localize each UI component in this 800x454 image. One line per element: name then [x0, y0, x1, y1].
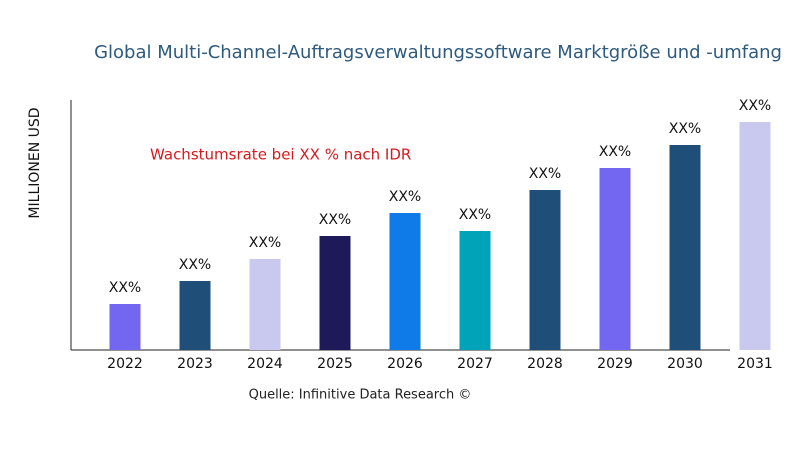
- bar: [249, 259, 281, 350]
- value-label: XX%: [739, 98, 771, 114]
- bar: [739, 122, 771, 350]
- x-tick-label: 2023: [177, 356, 213, 372]
- chart-title: Global Multi-Channel-Auftragsverwaltungs…: [94, 42, 782, 63]
- bar: [179, 281, 211, 350]
- x-tick-label: 2025: [317, 356, 353, 372]
- value-label: XX%: [319, 212, 351, 228]
- value-label: XX%: [529, 166, 561, 182]
- x-tick-label: 2027: [457, 356, 493, 372]
- x-tick-label: 2022: [107, 356, 143, 372]
- x-tick-label: 2029: [597, 356, 633, 372]
- bar: [529, 190, 561, 350]
- bar: [109, 304, 141, 350]
- value-label: XX%: [249, 235, 281, 251]
- source: Quelle: Infinitive Data Research ©: [249, 388, 472, 403]
- x-tick-label: 2028: [527, 356, 563, 372]
- value-label: XX%: [179, 257, 211, 273]
- value-label: XX%: [459, 207, 491, 223]
- value-label: XX%: [109, 280, 141, 296]
- x-tick-label: 2030: [667, 356, 703, 372]
- value-label: XX%: [389, 189, 421, 205]
- value-label: XX%: [669, 121, 701, 137]
- bar: [389, 213, 421, 350]
- annotation: Wachstumsrate bei XX % nach IDR: [150, 146, 411, 164]
- x-tick-label: 2024: [247, 356, 283, 372]
- x-tick-label: 2031: [737, 356, 773, 372]
- bar: [319, 236, 351, 350]
- bar: [599, 168, 631, 350]
- x-tick-label: 2026: [387, 356, 423, 372]
- value-label: XX%: [599, 144, 631, 160]
- bar: [459, 231, 491, 350]
- y-axis-label: MILLIONEN USD: [27, 107, 43, 218]
- bar: [669, 145, 701, 350]
